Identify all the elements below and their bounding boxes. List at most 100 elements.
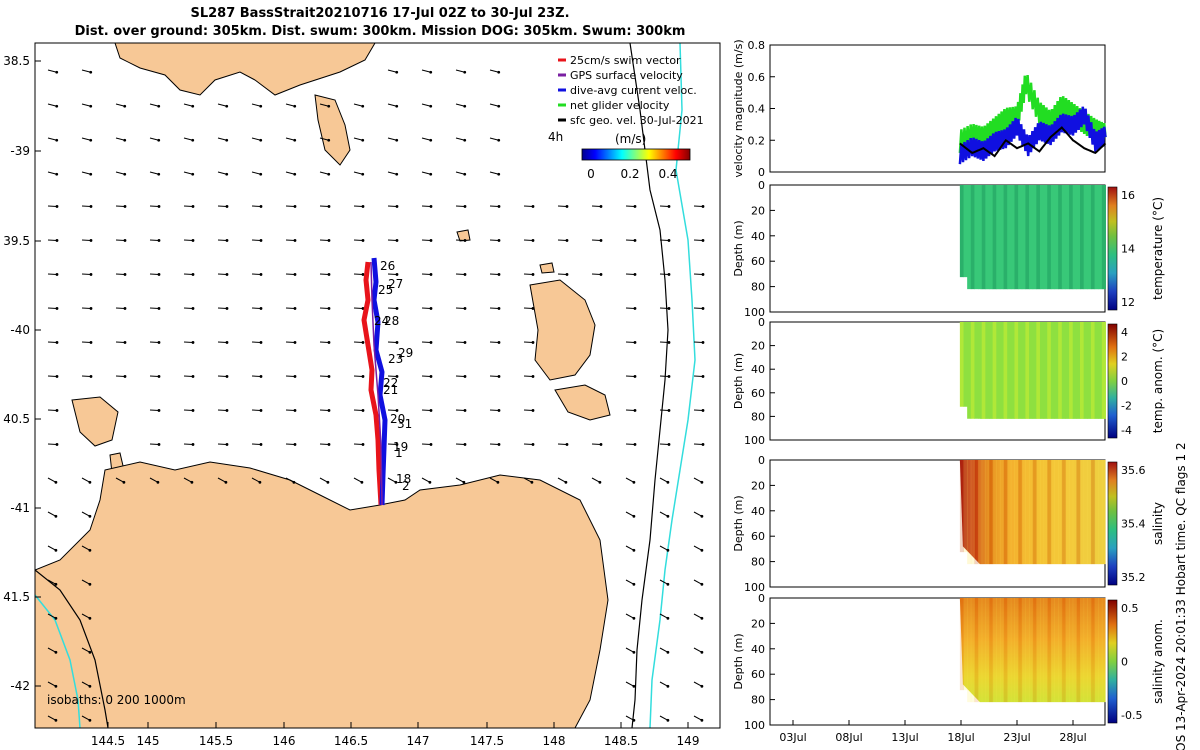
velocity-arrow-head bbox=[361, 138, 365, 142]
velocity-arrow bbox=[659, 477, 669, 483]
velocity-arrow-head bbox=[599, 443, 603, 446]
heatmap-column bbox=[1058, 598, 1063, 703]
time-tick-label: 18Jul bbox=[947, 731, 974, 744]
map-y-tick-label: 39.5 bbox=[3, 234, 30, 248]
velocity-arrow-head bbox=[700, 480, 704, 484]
velocity-arrow bbox=[81, 579, 91, 585]
map-x-tick-label: 146.5 bbox=[334, 734, 368, 748]
velocity-arrow bbox=[693, 681, 703, 687]
speed-colorbar-tick: 0.2 bbox=[620, 167, 639, 181]
map-x-tick-label: 146 bbox=[273, 734, 296, 748]
colorbar-tick-label: -4 bbox=[1121, 424, 1132, 437]
heatmap-column bbox=[967, 322, 972, 419]
velocity-arrow bbox=[693, 511, 703, 517]
velocity-arrow-head bbox=[292, 480, 296, 484]
velocity-arrow bbox=[81, 171, 91, 175]
heatmap-column bbox=[1029, 185, 1034, 290]
heatmap-column bbox=[1094, 322, 1099, 419]
velocity-arrow-head bbox=[463, 307, 467, 310]
velocity-arrow-head bbox=[88, 684, 92, 688]
velocity-arrow bbox=[217, 477, 227, 483]
velocity-arrow-head bbox=[89, 70, 93, 74]
time-tick-label: 28Jul bbox=[1059, 731, 1086, 744]
heatmap-column bbox=[1050, 322, 1056, 419]
velocity-arrow-head bbox=[361, 239, 365, 242]
velocity-y-tick-label: 0 bbox=[758, 166, 765, 179]
heatmap-column bbox=[989, 185, 994, 290]
map-y-tick-label: -41 bbox=[10, 501, 30, 515]
heatmap-column bbox=[970, 598, 975, 703]
velocity-arrow bbox=[625, 647, 635, 653]
velocity-arrow bbox=[489, 171, 499, 175]
velocity-arrow-head bbox=[360, 480, 364, 484]
velocity-arrow-head bbox=[429, 104, 433, 108]
map-x-axis: 144.5 145 145.5 146 146.5 147 147.5 148 148.5 149 bbox=[91, 722, 699, 748]
heatmap-column bbox=[1094, 460, 1099, 565]
heatmap-column bbox=[1043, 185, 1048, 290]
velocity-arrow-head bbox=[225, 409, 229, 412]
velocity-arrow-head bbox=[327, 172, 331, 176]
heatmap-column bbox=[1036, 322, 1041, 419]
velocity-arrow bbox=[251, 477, 261, 483]
heatmap-column bbox=[1047, 598, 1052, 703]
velocity-arrow-head bbox=[666, 616, 670, 620]
velocity-arrow-head bbox=[259, 138, 263, 142]
heatmap-column bbox=[1087, 460, 1092, 565]
colorbar-tick-label: 12 bbox=[1121, 296, 1135, 309]
velocity-arrow-head bbox=[157, 104, 161, 108]
velocity-arrow bbox=[47, 511, 57, 517]
velocity-arrow-head bbox=[531, 341, 535, 344]
velocity-arrow-head bbox=[700, 684, 704, 688]
velocity-arrow bbox=[285, 137, 295, 141]
velocity-arrow bbox=[489, 69, 499, 73]
velocity-arrow-head bbox=[361, 205, 365, 208]
velocity-arrow-head bbox=[157, 307, 161, 310]
heatmap-field bbox=[959, 598, 1106, 703]
heatmap-column bbox=[1076, 598, 1081, 703]
velocity-arrow-head bbox=[191, 409, 195, 412]
heatmap-column bbox=[985, 322, 990, 419]
velocity-arrow-head bbox=[395, 307, 399, 310]
velocity-arrow-head bbox=[327, 205, 331, 208]
velocity-y-tick-label: 0.8 bbox=[748, 39, 766, 52]
velocity-arrow bbox=[625, 681, 635, 687]
velocity-arrow-head bbox=[54, 514, 58, 518]
velocity-arrow-head bbox=[191, 443, 195, 446]
glider-track-purple bbox=[370, 261, 383, 506]
velocity-arrow-head bbox=[429, 138, 433, 142]
velocity-arrow bbox=[353, 137, 363, 141]
heatmap-column bbox=[1072, 598, 1077, 703]
heatmap-column bbox=[981, 598, 986, 703]
velocity-arrow-head bbox=[531, 205, 535, 208]
velocity-arrow-head bbox=[259, 443, 263, 446]
day-label: 28 bbox=[384, 314, 399, 328]
velocity-arrow bbox=[421, 69, 431, 73]
velocity-arrow-head bbox=[259, 341, 263, 344]
map-y-tick-label: -40 bbox=[10, 323, 30, 337]
velocity-arrow-head bbox=[463, 205, 467, 208]
day-label: 22 bbox=[383, 376, 398, 390]
velocity-arrow-head bbox=[564, 480, 568, 484]
heatmap-column bbox=[1010, 322, 1015, 419]
velocity-arrow-head bbox=[701, 273, 705, 276]
colorbar-label: temp. anom. (°C) bbox=[1151, 329, 1165, 433]
isobath-200m bbox=[629, 43, 669, 728]
velocity-arrow-head bbox=[395, 205, 399, 208]
velocity-arrow-head bbox=[55, 443, 59, 446]
depth-tick-label: 100 bbox=[744, 434, 765, 447]
depth-ylabel: Depth (m) bbox=[732, 495, 745, 551]
land-islet-2 bbox=[539, 262, 555, 274]
velocity-arrow-head bbox=[191, 239, 195, 242]
legend-label: net glider velocity bbox=[570, 99, 670, 112]
velocity-arrow-head bbox=[225, 104, 229, 108]
heatmap-column bbox=[959, 598, 965, 691]
legend-label: sfc geo. vel. 30-Jul-2021 bbox=[570, 114, 704, 127]
velocity-arrow-head bbox=[191, 273, 195, 276]
velocity-arrow-head bbox=[191, 138, 195, 142]
velocity-arrow bbox=[557, 477, 567, 483]
velocity-arrow-head bbox=[632, 684, 636, 688]
velocity-arrow bbox=[47, 681, 57, 687]
heatmap-column bbox=[1054, 598, 1059, 703]
velocity-arrow-head bbox=[429, 307, 433, 310]
